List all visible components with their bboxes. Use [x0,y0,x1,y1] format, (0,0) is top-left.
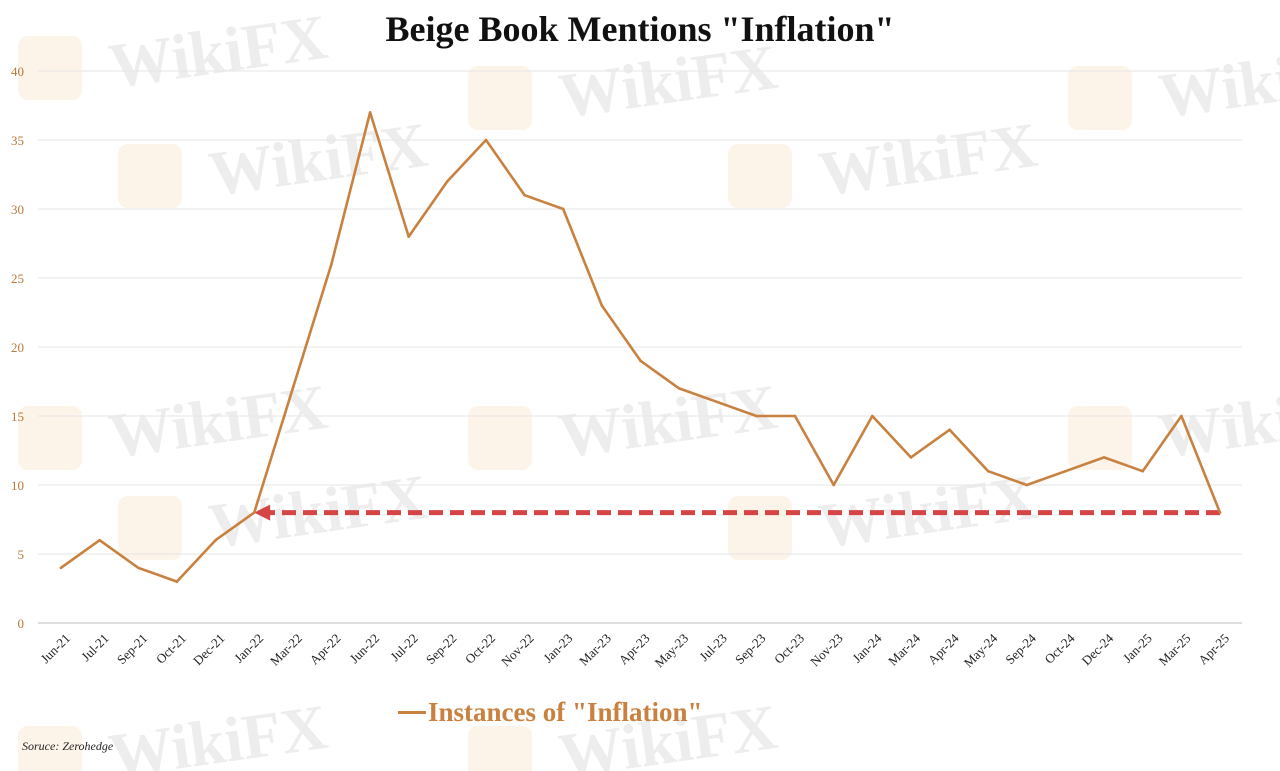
data-point [561,207,565,211]
x-tick-label: Jul-22 [387,631,421,665]
data-point [832,483,835,487]
data-point [677,387,681,390]
x-tick-label: Mar-23 [576,631,614,669]
watermark-logo [1068,406,1132,470]
x-tick-label: Apr-24 [925,630,962,667]
x-tick-label: Apr-23 [616,631,653,668]
x-tick-label: Sep-24 [1002,630,1039,667]
x-tick-label: Jan-25 [1120,631,1155,666]
x-tick-label: Oct-24 [1041,630,1077,666]
x-tick-label: Nov-22 [498,631,537,670]
data-point [1064,469,1067,473]
data-point [948,428,951,432]
y-tick-label: 0 [18,616,25,631]
watermark-text: WikiFX [1155,371,1280,472]
data-point [59,566,63,570]
legend-label: Instances of "Inflation" [428,696,703,727]
y-tick-label: 35 [11,133,24,148]
x-tick-label: Jan-22 [231,631,266,666]
watermark-logo [468,66,532,130]
x-tick-label: Mar-24 [885,630,923,668]
x-tick-label: Mar-25 [1155,631,1193,669]
annotation-arrowhead [254,504,271,521]
watermark-text: WikiFX [105,371,332,472]
watermark-logo [1068,66,1132,130]
data-point [175,580,179,583]
x-tick-label: May-24 [961,630,1001,670]
x-tick-label: Sep-21 [114,631,151,668]
data-point [755,414,758,418]
data-point [368,111,372,114]
source-note: Soruce: Zerohedge [22,739,114,753]
watermark-logo [18,726,82,771]
legend-swatch [398,710,426,714]
data-point [986,469,990,473]
x-tick-label: Nov-23 [807,631,846,670]
y-tick-label: 25 [11,271,24,286]
x-tick-label: Oct-23 [771,631,807,667]
x-tick-label: Mar-22 [267,631,305,669]
x-tick-label: Jun-21 [37,631,73,667]
data-point [909,456,913,459]
x-tick-label: Jul-21 [78,631,112,665]
data-point [484,138,488,142]
y-tick-label: 5 [18,547,25,562]
legend: Instances of "Inflation" [398,694,703,730]
data-point [639,359,642,363]
x-tick-label: Dec-21 [190,631,228,669]
data-point [716,400,720,404]
watermark-text: WikiFX [815,109,1042,210]
data-point [330,262,333,266]
data-point [291,387,295,390]
watermark-logo [18,406,82,470]
data-point [1218,511,1222,514]
x-tick-label: Apr-22 [307,631,344,668]
watermark-text: WikiFX [105,691,332,771]
data-point [793,414,797,418]
x-tick-label: Jan-23 [540,631,575,666]
y-tick-label: 30 [11,202,24,217]
y-tick-label: 40 [11,64,24,79]
x-tick-label: Sep-22 [423,631,460,668]
chart-title: Beige Book Mentions "Inflation" [385,9,895,49]
watermark-logo [728,496,792,560]
watermark-text: WikiFX [205,109,432,210]
data-point [252,511,256,514]
x-tick-label: Jun-22 [347,631,383,667]
data-point [214,538,217,542]
data-point [1025,483,1029,487]
watermark-logo [468,726,532,771]
y-tick-label: 10 [11,478,24,493]
data-point [407,235,411,238]
data-point [1102,456,1106,459]
watermark-logo [728,144,792,208]
watermark-logo [118,496,182,560]
x-tick-label: May-23 [652,631,692,671]
watermark-text: WikiFX [555,371,782,472]
data-point [1141,469,1145,473]
watermark-logo [468,406,532,470]
x-tick-label: Oct-22 [462,631,498,667]
data-point [446,180,449,183]
x-tick-label: Dec-24 [1079,630,1117,668]
y-tick-label: 20 [11,340,24,355]
x-tick-label: Jul-23 [696,631,730,665]
x-tick-label: Jan-24 [849,630,884,665]
watermark-logo [118,144,182,208]
data-point [871,414,874,418]
watermark-logo [18,36,82,100]
data-point [136,566,140,570]
x-tick-label: Apr-25 [1195,631,1232,668]
data-point [600,304,604,307]
data-point [98,538,101,542]
data-point [1180,414,1183,418]
x-tick-label: Oct-21 [153,631,189,667]
data-point [523,193,526,197]
x-tick-label: Sep-23 [732,631,769,668]
y-tick-label: 15 [11,409,24,424]
